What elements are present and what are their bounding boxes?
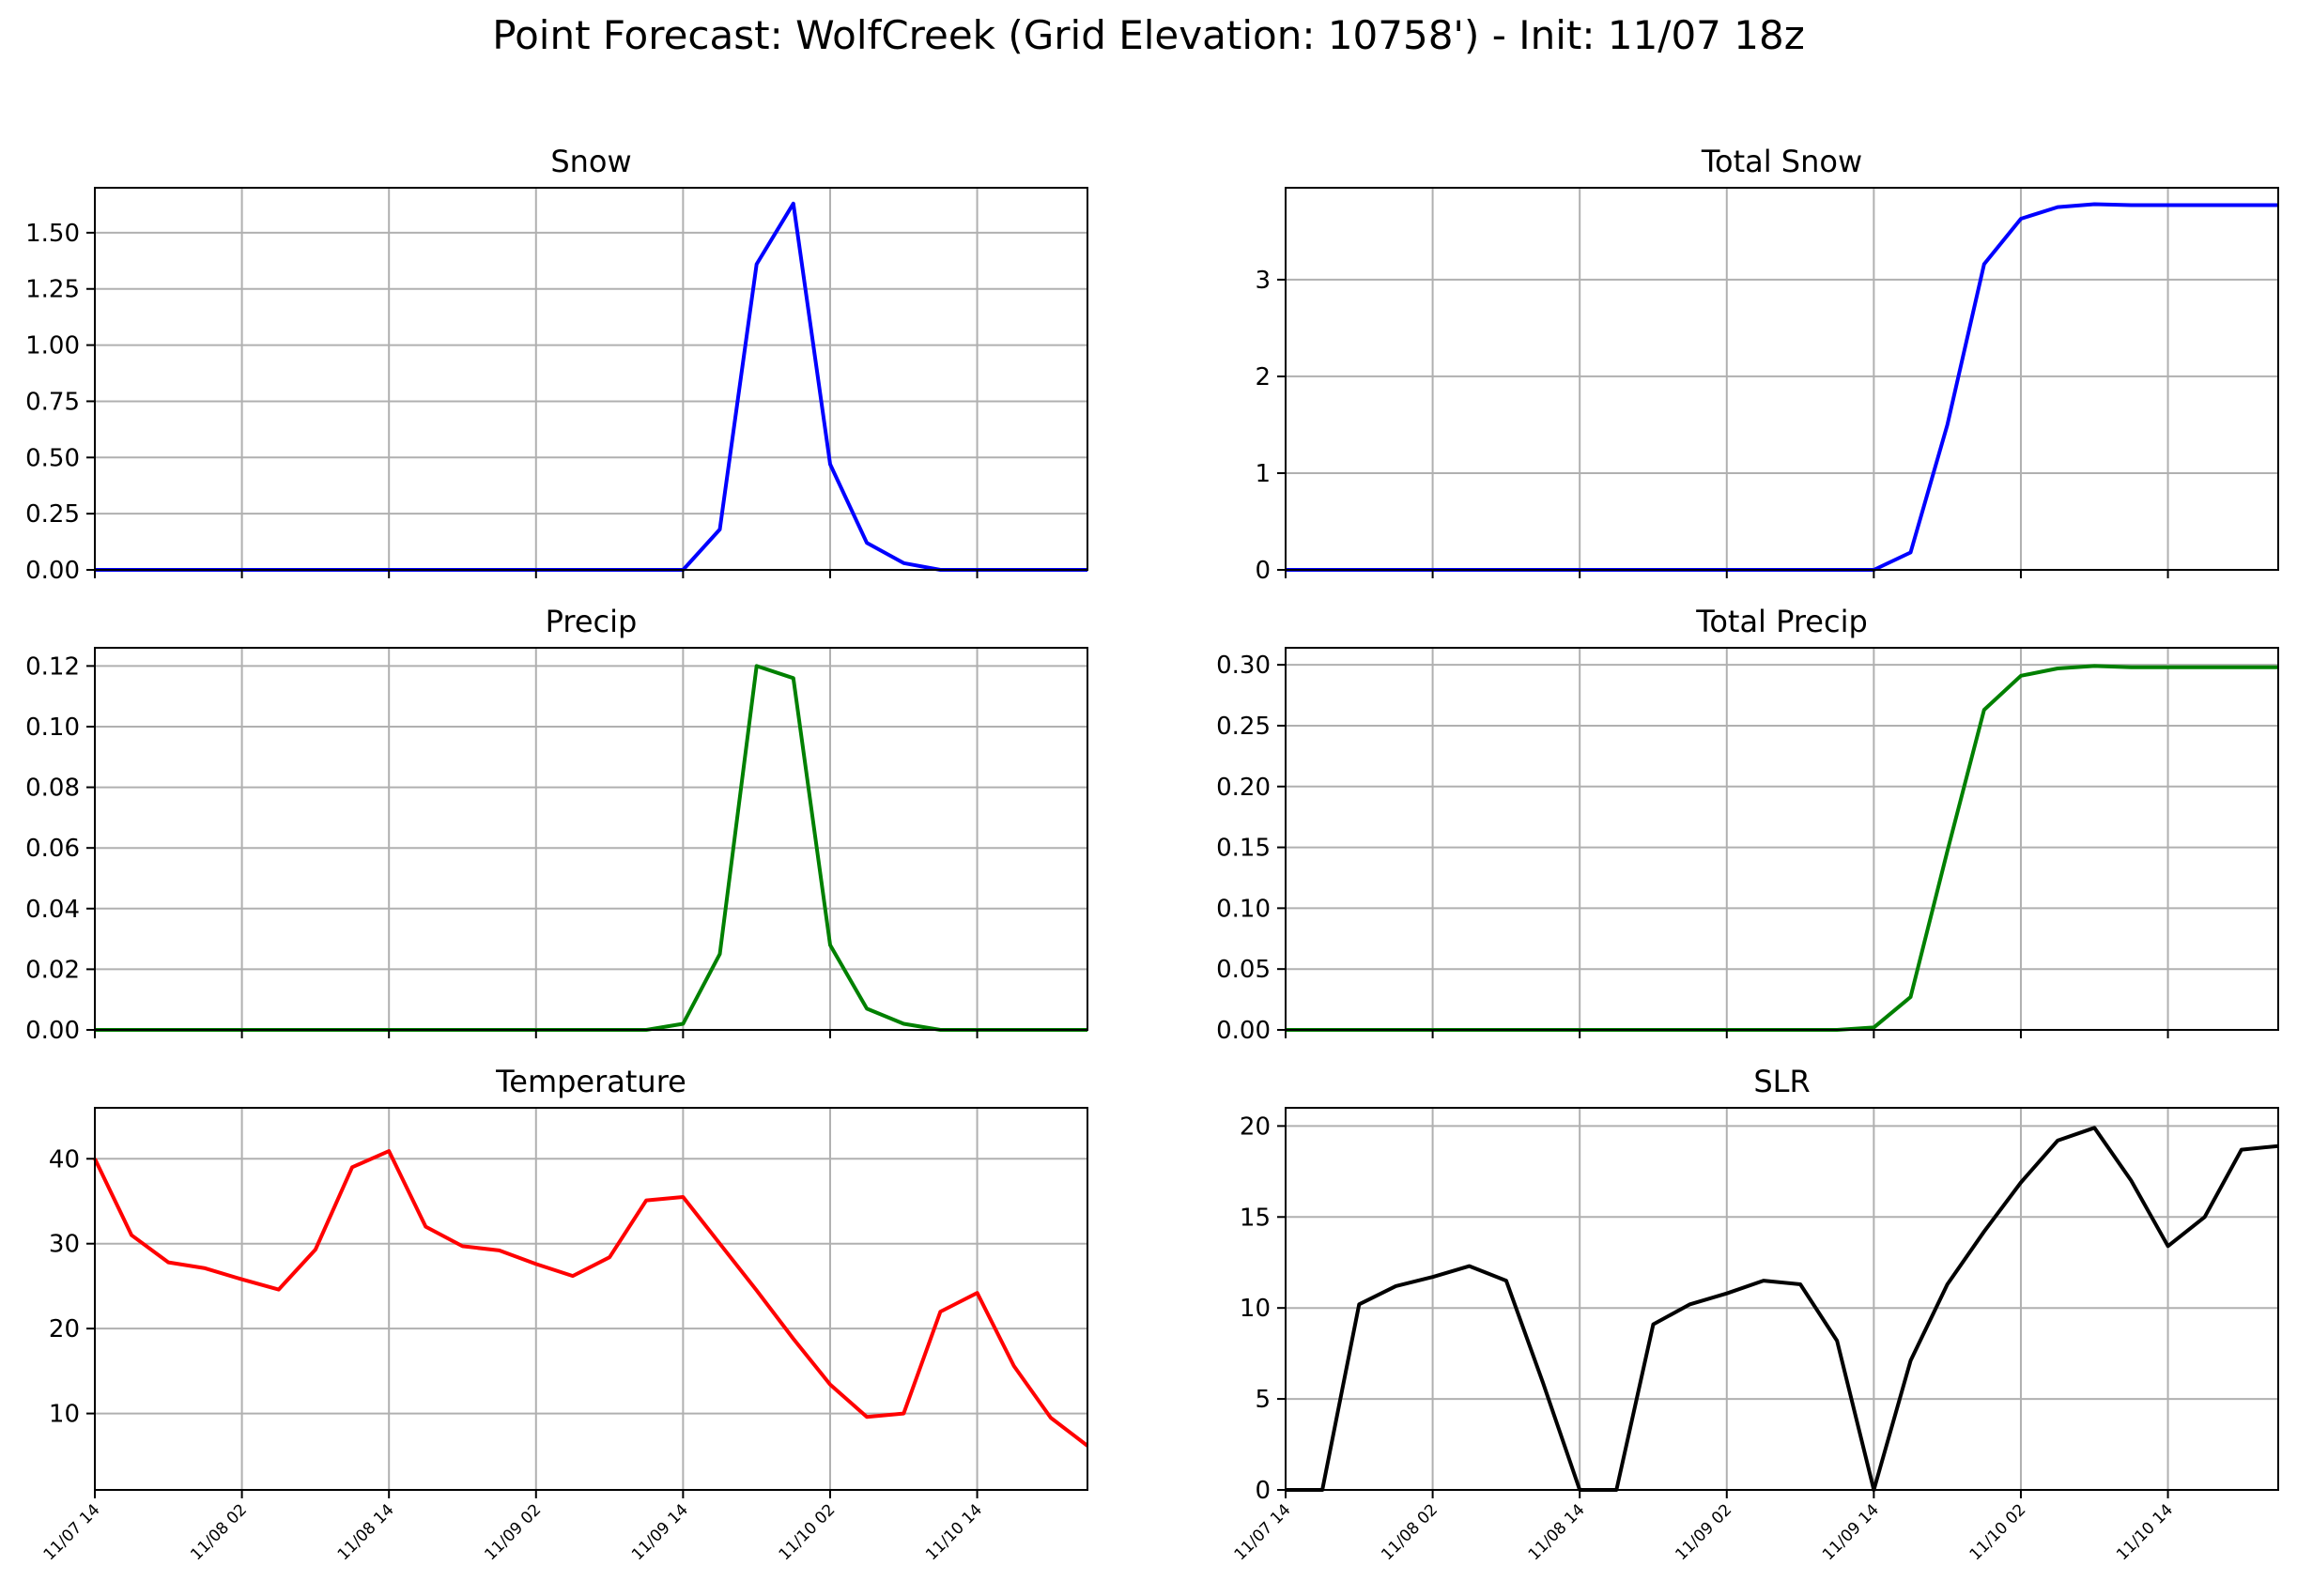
- y-tick-label: 10: [49, 1401, 80, 1429]
- y-tick-label: 0.05: [1216, 956, 1271, 984]
- plot-frame: [94, 187, 1088, 571]
- x-tick-label: 11/08 02: [1378, 1500, 1441, 1564]
- series-line-slr: [1286, 1126, 2279, 1492]
- y-tick-label: 40: [49, 1145, 80, 1174]
- series-line-temperature: [93, 1149, 1089, 1448]
- x-tick-label: 11/08 02: [187, 1500, 251, 1564]
- y-tick-label: 0.06: [25, 835, 80, 863]
- panel-total-precip: 0.00 0.05 0.10 0.15 0.20 0.25 0.30 Total Precip: [1216, 604, 2279, 1045]
- y-tick-label: 0.20: [1216, 774, 1271, 802]
- y-tick-label: 1: [1255, 460, 1271, 488]
- series-line-snow: [95, 201, 1087, 572]
- plot-frame: [1285, 647, 2279, 1031]
- x-tick-label: 11/10 02: [1966, 1500, 2030, 1564]
- y-tick-label: 3: [1255, 267, 1271, 295]
- x-tick-label: 11/10 02: [776, 1500, 840, 1564]
- y-tick-label: 0.10: [1216, 895, 1271, 923]
- plot-frame: [94, 1107, 1088, 1491]
- x-tick-label: 11/09 14: [1819, 1500, 1883, 1564]
- y-tick-label: 15: [1240, 1204, 1271, 1232]
- y-tick-label: 1.50: [25, 220, 80, 248]
- y-tick-label: 0.10: [25, 714, 80, 742]
- y-tick-label: 10: [1240, 1295, 1271, 1323]
- y-tick-label: 20: [1240, 1113, 1271, 1141]
- y-tick-label: 0.25: [1216, 713, 1271, 741]
- y-tick-label: 1.00: [25, 332, 80, 361]
- y-tick-label: 0.00: [25, 557, 80, 585]
- y-tick-label: 0.25: [25, 500, 80, 529]
- y-tick-label: 0: [1255, 557, 1271, 585]
- y-tick-label: 5: [1255, 1386, 1271, 1414]
- y-tick-label: 0.04: [25, 896, 80, 924]
- y-tick-label: 30: [49, 1231, 80, 1259]
- x-tick-label: 11/09 02: [481, 1500, 545, 1564]
- y-tick-label: 20: [49, 1315, 80, 1343]
- series-line-total-snow: [1286, 202, 2278, 572]
- y-tick-label: 2: [1255, 363, 1271, 391]
- y-tick-label: 0.08: [25, 775, 80, 803]
- y-tick-label: 0.00: [25, 1017, 80, 1045]
- panel-temperature: 10 20 30 40 11/07 14 11/08 02 11/08 14 11/09 02…: [40, 1064, 1089, 1564]
- panel-slr: 0 5 10 15 20 11/07 14 11/08 02 11/08 14 11/09 02…: [1231, 1064, 2279, 1564]
- y-tick-label: 0.15: [1216, 835, 1271, 863]
- x-tick-label: 11/08 14: [334, 1500, 398, 1564]
- y-tick-label: 0.00: [1216, 1017, 1271, 1045]
- x-tick-label: 11/10 14: [2113, 1500, 2177, 1564]
- panel-precip: 0.00 0.02 0.04 0.06 0.08 0.10 0.12 Precip: [25, 604, 1088, 1045]
- figure-title: Point Forecast: WolfCreek (Grid Elevatio…: [492, 12, 1804, 58]
- panel-title: Precip: [546, 604, 638, 639]
- panel-title: Snow: [550, 144, 631, 179]
- plot-frame: [1285, 1107, 2279, 1491]
- x-tick-label: 11/07 14: [40, 1500, 104, 1564]
- x-tick-label: 11/09 02: [1672, 1500, 1735, 1564]
- plot-frame: [94, 647, 1088, 1031]
- plot-frame: [1285, 187, 2279, 571]
- panel-total-snow: 0 1 2 3 Total Snow: [1255, 144, 2279, 585]
- y-tick-label: 0.30: [1216, 652, 1271, 680]
- panel-title: Total Snow: [1701, 144, 1862, 179]
- panel-title: Total Precip: [1695, 604, 1868, 639]
- panel-snow: 0.00 0.25 0.50 0.75 1.00 1.25 1.50 Snow: [25, 144, 1088, 585]
- x-tick-label: 11/09 14: [628, 1500, 692, 1564]
- y-tick-label: 0.12: [25, 652, 80, 681]
- y-tick-label: 0.02: [25, 956, 80, 984]
- y-tick-label: 1.25: [25, 276, 80, 304]
- y-tick-label: 0.75: [25, 388, 80, 416]
- panels-container: 0.00 0.25 0.50 0.75 1.00 1.25 1.50 Snow 0 1 2 3 Tota…: [25, 144, 2279, 1564]
- x-tick-label: 11/08 14: [1525, 1500, 1589, 1564]
- x-tick-label: 11/10 14: [922, 1500, 986, 1564]
- panel-title: SLR: [1753, 1064, 1810, 1099]
- panel-title: Temperature: [495, 1064, 686, 1099]
- y-tick-label: 0: [1255, 1477, 1271, 1505]
- y-tick-label: 0.50: [25, 444, 80, 472]
- x-tick-label: 11/07 14: [1231, 1500, 1295, 1564]
